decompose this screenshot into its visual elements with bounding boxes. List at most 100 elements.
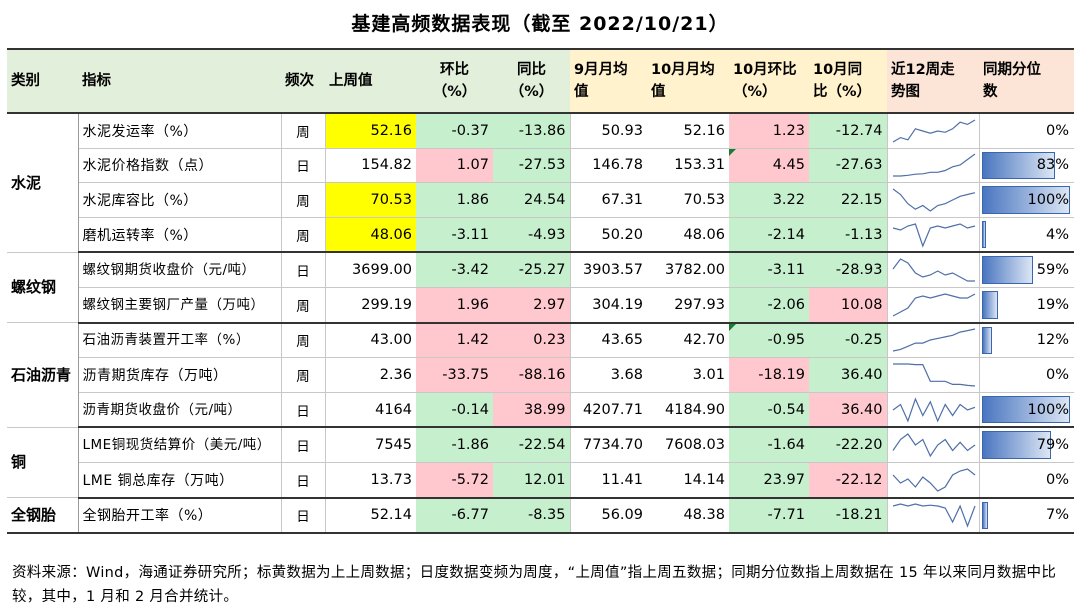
table-row: 螺纹钢 螺纹钢期货收盘价（元/吨）日 3699.00 -3.42 -25.27 3903.… (7, 252, 1074, 324)
percentile-bar (981, 256, 1034, 284)
percentile-value: 100% (1027, 401, 1069, 418)
last-week-cell-value: 52.16 (370, 122, 412, 139)
oct-yoy-cell: -0.25 (809, 322, 887, 359)
yoy-cell-value: -8.35 (527, 507, 566, 524)
mom-cell: -0.14 (416, 392, 493, 429)
oct-yoy-cell: -18.21 (809, 497, 887, 535)
frequency-cell: 日 (281, 462, 326, 499)
yoy-cell: -27.53 (493, 148, 570, 184)
last-week-cell-value: 43.00 (370, 332, 412, 349)
oct-yoy-cell: -1.13 (809, 217, 887, 254)
sparkline-path (892, 328, 975, 352)
sep-avg-cell: 7734.70 (569, 427, 647, 463)
trend-sparkline (892, 222, 975, 248)
percentile-value: 0% (1045, 471, 1069, 488)
yoy-cell: -88.16 (493, 357, 570, 393)
frequency-cell: 日 (281, 497, 326, 535)
table-row: 水泥 水泥发运率（%）周 52.16 -0.37 -13.86 50.93 52.16 1.2… (7, 113, 1074, 253)
oct-yoy-cell-value: -22.12 (835, 471, 883, 488)
sep-avg-cell: 50.20 (569, 217, 647, 254)
oct-yoy-cell: 22.15 (809, 182, 887, 218)
indicator-cell: LME铜现货结算价（美元/吨） (78, 427, 282, 463)
frequency-cell: 日 (281, 427, 326, 463)
yoy-cell-value: 12.01 (523, 471, 566, 488)
yoy-cell-value: 38.99 (523, 401, 566, 418)
frequency-cell: 周 (281, 357, 326, 393)
oct-avg-cell: 70.53 (647, 182, 729, 218)
sep-avg-cell: 50.93 (569, 113, 647, 149)
trend-cell (886, 113, 980, 149)
oct-avg-cell-value: 70.53 (683, 191, 725, 208)
header-indicator: 指标 (78, 48, 281, 114)
sparkline-path (892, 468, 975, 492)
last-week-cell: 7545 (324, 427, 416, 463)
indicator-cell: 水泥库容比（%） (78, 182, 282, 218)
category-cell: 石油沥青 (7, 322, 79, 428)
mom-cell: -3.11 (416, 217, 493, 254)
percentile-value: 4% (1045, 226, 1069, 243)
sparkline-path (892, 293, 975, 317)
oct-mom-cell: 3.22 (729, 182, 809, 218)
sep-avg-cell-value: 67.31 (601, 191, 643, 208)
header-frequency: 频次 (281, 48, 325, 114)
oct-avg-cell: 3782.00 (647, 252, 729, 288)
oct-avg-cell-value: 297.93 (674, 296, 725, 313)
mom-cell-value: -0.37 (451, 122, 489, 139)
mom-cell-value: -5.72 (451, 471, 489, 488)
percentile-cell: 79% (979, 427, 1074, 463)
source-note: 资料来源：Wind，海通证券研究所；标黄数据为上上周数据；日度数据变频为周度，“… (12, 565, 1057, 605)
last-week-cell: 2.36 (324, 357, 416, 393)
frequency-cell: 日 (281, 148, 326, 184)
frequency-cell: 周 (281, 217, 326, 254)
percentile-value: 0% (1045, 366, 1069, 383)
trend-sparkline (892, 503, 976, 529)
oct-avg-cell: 4184.90 (647, 392, 729, 429)
yoy-cell: -8.35 (493, 497, 570, 535)
sep-avg-cell-value: 3903.57 (583, 262, 643, 279)
mom-cell: 1.07 (416, 148, 493, 184)
yoy-cell: -25.27 (493, 252, 570, 288)
header-category: 类别 (7, 48, 78, 114)
oct-avg-cell-value: 3782.00 (665, 262, 725, 279)
mom-cell: 1.86 (416, 182, 493, 218)
category-cell: 铜 (7, 427, 79, 499)
indicator-cell: 磨机运转率（%） (78, 217, 282, 254)
mom-cell-value: -6.77 (451, 507, 489, 524)
percentile-value: 83% (1036, 157, 1069, 174)
oct-avg-cell-value: 14.14 (683, 471, 725, 488)
oct-yoy-cell-value: 22.15 (840, 191, 883, 208)
table-row: 磨机运转率（%）周 48.06 -3.11 -4.93 50.20 48.06 -2.14 -… (7, 217, 1074, 254)
oct-mom-cell: -1.64 (729, 427, 809, 463)
mom-cell: -1.86 (416, 427, 493, 463)
trend-cell (886, 427, 980, 463)
header-oct-yoy: 10月同 比（%） (809, 48, 887, 114)
oct-mom-cell-value: -2.14 (767, 226, 805, 243)
table-body: 水泥 水泥发运率（%）周 52.16 -0.37 -13.86 50.93 52.16 1.2… (7, 113, 1074, 535)
frequency-cell: 周 (281, 287, 326, 324)
oct-yoy-cell-value: -12.74 (835, 122, 883, 139)
oct-mom-cell-value: 4.45 (772, 157, 805, 174)
percentile-cell: 19% (979, 287, 1074, 324)
indicator-cell: LME 铜总库存（万吨） (78, 462, 282, 499)
sep-avg-cell-value: 7734.70 (583, 437, 643, 454)
sparkline-path (892, 363, 975, 387)
oct-mom-cell-value: 23.97 (763, 471, 805, 488)
mom-cell: -3.42 (416, 252, 493, 288)
oct-yoy-cell-value: 36.40 (840, 401, 883, 418)
yoy-cell: -22.54 (493, 427, 570, 463)
frequency-cell: 日 (281, 252, 326, 288)
percentile-cell: 0% (979, 113, 1074, 149)
percentile-value: 7% (1045, 507, 1069, 524)
trend-cell (886, 462, 980, 499)
oct-mom-cell: -18.19 (729, 357, 809, 393)
header-row: 类别 指标 频次 上周值 环比 （%） 同比 （%） 9月月均 值 10月月均 … (7, 48, 1074, 114)
oct-mom-cell: -2.06 (729, 287, 809, 324)
indicator-cell: 水泥价格指数（点） (78, 148, 282, 184)
mom-cell-value: -33.75 (442, 366, 489, 383)
percentile-value: 0% (1045, 122, 1069, 139)
oct-mom-cell-value: -1.64 (767, 437, 805, 454)
percentile-bar (981, 186, 1070, 214)
trend-cell (886, 322, 980, 359)
oct-mom-cell: 23.97 (729, 462, 809, 499)
percentile-bar (981, 501, 988, 530)
